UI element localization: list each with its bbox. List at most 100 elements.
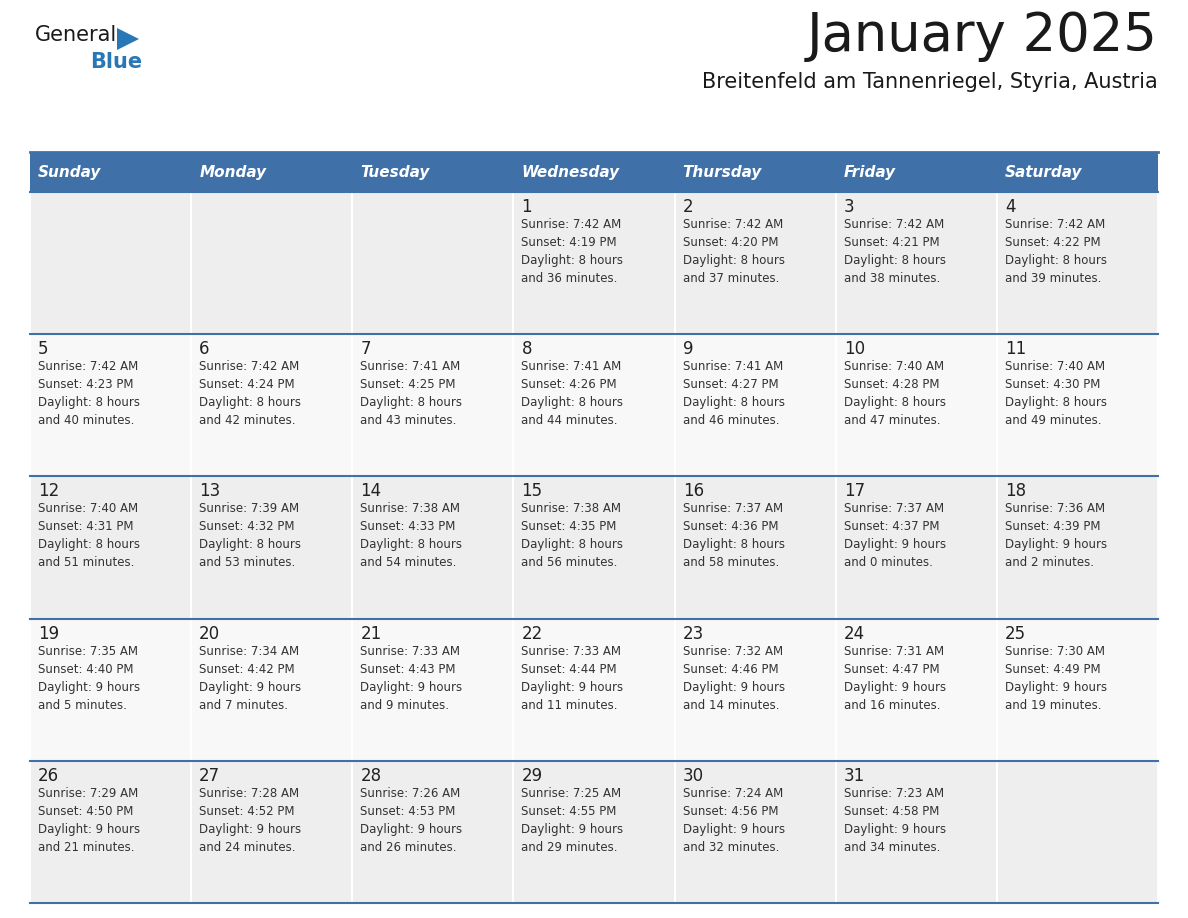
Bar	[835, 476, 997, 619]
Text: Sunrise: 7:29 AM
Sunset: 4:50 PM
Daylight: 9 hours
and 21 minutes.: Sunrise: 7:29 AM Sunset: 4:50 PM Dayligh…	[38, 787, 140, 854]
Text: Sunrise: 7:40 AM
Sunset: 4:31 PM
Daylight: 8 hours
and 51 minutes.: Sunrise: 7:40 AM Sunset: 4:31 PM Dayligh…	[38, 502, 140, 569]
Text: 8: 8	[522, 341, 532, 358]
Bar	[30, 152, 191, 192]
Text: Sunrise: 7:38 AM
Sunset: 4:35 PM
Daylight: 8 hours
and 56 minutes.: Sunrise: 7:38 AM Sunset: 4:35 PM Dayligh…	[522, 502, 624, 569]
Text: 16: 16	[683, 482, 703, 500]
Bar	[997, 334, 1158, 476]
Text: 4: 4	[1005, 198, 1016, 216]
Bar	[835, 152, 997, 192]
Bar	[997, 476, 1158, 619]
Bar	[997, 619, 1158, 761]
Bar	[675, 334, 835, 476]
Text: Sunrise: 7:24 AM
Sunset: 4:56 PM
Daylight: 9 hours
and 32 minutes.: Sunrise: 7:24 AM Sunset: 4:56 PM Dayligh…	[683, 787, 785, 854]
Bar	[30, 476, 191, 619]
Text: 3: 3	[843, 198, 854, 216]
Text: Sunrise: 7:35 AM
Sunset: 4:40 PM
Daylight: 9 hours
and 5 minutes.: Sunrise: 7:35 AM Sunset: 4:40 PM Dayligh…	[38, 644, 140, 711]
Text: Sunrise: 7:28 AM
Sunset: 4:52 PM
Daylight: 9 hours
and 24 minutes.: Sunrise: 7:28 AM Sunset: 4:52 PM Dayligh…	[200, 787, 302, 854]
Polygon shape	[116, 28, 139, 50]
Text: Sunrise: 7:25 AM
Sunset: 4:55 PM
Daylight: 9 hours
and 29 minutes.: Sunrise: 7:25 AM Sunset: 4:55 PM Dayligh…	[522, 787, 624, 854]
Text: 23: 23	[683, 624, 703, 643]
Text: 12: 12	[38, 482, 59, 500]
Text: Sunrise: 7:39 AM
Sunset: 4:32 PM
Daylight: 8 hours
and 53 minutes.: Sunrise: 7:39 AM Sunset: 4:32 PM Dayligh…	[200, 502, 302, 569]
Bar	[353, 761, 513, 903]
Text: Sunrise: 7:42 AM
Sunset: 4:22 PM
Daylight: 8 hours
and 39 minutes.: Sunrise: 7:42 AM Sunset: 4:22 PM Dayligh…	[1005, 218, 1107, 285]
Text: 18: 18	[1005, 482, 1026, 500]
Bar	[191, 761, 353, 903]
Text: Tuesday: Tuesday	[360, 164, 430, 180]
Text: 9: 9	[683, 341, 693, 358]
Text: 29: 29	[522, 767, 543, 785]
Bar	[30, 334, 191, 476]
Bar	[30, 192, 191, 334]
Text: 24: 24	[843, 624, 865, 643]
Text: Sunrise: 7:34 AM
Sunset: 4:42 PM
Daylight: 9 hours
and 7 minutes.: Sunrise: 7:34 AM Sunset: 4:42 PM Dayligh…	[200, 644, 302, 711]
Text: Sunrise: 7:42 AM
Sunset: 4:23 PM
Daylight: 8 hours
and 40 minutes.: Sunrise: 7:42 AM Sunset: 4:23 PM Dayligh…	[38, 360, 140, 427]
Bar	[191, 152, 353, 192]
Bar	[513, 476, 675, 619]
Text: 11: 11	[1005, 341, 1026, 358]
Text: Sunrise: 7:42 AM
Sunset: 4:19 PM
Daylight: 8 hours
and 36 minutes.: Sunrise: 7:42 AM Sunset: 4:19 PM Dayligh…	[522, 218, 624, 285]
Bar	[675, 761, 835, 903]
Text: Sunrise: 7:37 AM
Sunset: 4:36 PM
Daylight: 8 hours
and 58 minutes.: Sunrise: 7:37 AM Sunset: 4:36 PM Dayligh…	[683, 502, 784, 569]
Text: 6: 6	[200, 341, 210, 358]
Text: 15: 15	[522, 482, 543, 500]
Text: Wednesday: Wednesday	[522, 164, 620, 180]
Bar	[675, 476, 835, 619]
Text: Sunrise: 7:30 AM
Sunset: 4:49 PM
Daylight: 9 hours
and 19 minutes.: Sunrise: 7:30 AM Sunset: 4:49 PM Dayligh…	[1005, 644, 1107, 711]
Text: 30: 30	[683, 767, 703, 785]
Text: Sunrise: 7:31 AM
Sunset: 4:47 PM
Daylight: 9 hours
and 16 minutes.: Sunrise: 7:31 AM Sunset: 4:47 PM Dayligh…	[843, 644, 946, 711]
Text: 17: 17	[843, 482, 865, 500]
Bar	[30, 761, 191, 903]
Text: Sunrise: 7:41 AM
Sunset: 4:26 PM
Daylight: 8 hours
and 44 minutes.: Sunrise: 7:41 AM Sunset: 4:26 PM Dayligh…	[522, 360, 624, 427]
Bar	[191, 619, 353, 761]
Text: 2: 2	[683, 198, 694, 216]
Bar	[675, 152, 835, 192]
Text: Sunrise: 7:36 AM
Sunset: 4:39 PM
Daylight: 9 hours
and 2 minutes.: Sunrise: 7:36 AM Sunset: 4:39 PM Dayligh…	[1005, 502, 1107, 569]
Text: Sunrise: 7:23 AM
Sunset: 4:58 PM
Daylight: 9 hours
and 34 minutes.: Sunrise: 7:23 AM Sunset: 4:58 PM Dayligh…	[843, 787, 946, 854]
Bar	[675, 619, 835, 761]
Text: 14: 14	[360, 482, 381, 500]
Bar	[513, 761, 675, 903]
Text: Sunrise: 7:42 AM
Sunset: 4:24 PM
Daylight: 8 hours
and 42 minutes.: Sunrise: 7:42 AM Sunset: 4:24 PM Dayligh…	[200, 360, 302, 427]
Bar	[513, 619, 675, 761]
Text: 13: 13	[200, 482, 221, 500]
Text: Sunrise: 7:42 AM
Sunset: 4:21 PM
Daylight: 8 hours
and 38 minutes.: Sunrise: 7:42 AM Sunset: 4:21 PM Dayligh…	[843, 218, 946, 285]
Bar	[835, 192, 997, 334]
Text: Sunrise: 7:37 AM
Sunset: 4:37 PM
Daylight: 9 hours
and 0 minutes.: Sunrise: 7:37 AM Sunset: 4:37 PM Dayligh…	[843, 502, 946, 569]
Text: 19: 19	[38, 624, 59, 643]
Text: Sunrise: 7:38 AM
Sunset: 4:33 PM
Daylight: 8 hours
and 54 minutes.: Sunrise: 7:38 AM Sunset: 4:33 PM Dayligh…	[360, 502, 462, 569]
Bar	[997, 192, 1158, 334]
Bar	[353, 334, 513, 476]
Text: 27: 27	[200, 767, 220, 785]
Bar	[30, 619, 191, 761]
Text: Friday: Friday	[843, 164, 896, 180]
Text: Sunrise: 7:41 AM
Sunset: 4:25 PM
Daylight: 8 hours
and 43 minutes.: Sunrise: 7:41 AM Sunset: 4:25 PM Dayligh…	[360, 360, 462, 427]
Bar	[835, 761, 997, 903]
Text: January 2025: January 2025	[807, 10, 1158, 62]
Bar	[191, 334, 353, 476]
Bar	[353, 619, 513, 761]
Bar	[353, 476, 513, 619]
Text: Blue: Blue	[90, 52, 143, 72]
Bar	[513, 192, 675, 334]
Text: Sunrise: 7:33 AM
Sunset: 4:43 PM
Daylight: 9 hours
and 9 minutes.: Sunrise: 7:33 AM Sunset: 4:43 PM Dayligh…	[360, 644, 462, 711]
Text: Monday: Monday	[200, 164, 266, 180]
Text: 28: 28	[360, 767, 381, 785]
Text: Sunrise: 7:33 AM
Sunset: 4:44 PM
Daylight: 9 hours
and 11 minutes.: Sunrise: 7:33 AM Sunset: 4:44 PM Dayligh…	[522, 644, 624, 711]
Bar	[513, 334, 675, 476]
Text: Thursday: Thursday	[683, 164, 762, 180]
Text: Sunday: Sunday	[38, 164, 101, 180]
Text: 31: 31	[843, 767, 865, 785]
Text: Sunrise: 7:26 AM
Sunset: 4:53 PM
Daylight: 9 hours
and 26 minutes.: Sunrise: 7:26 AM Sunset: 4:53 PM Dayligh…	[360, 787, 462, 854]
Text: Sunrise: 7:32 AM
Sunset: 4:46 PM
Daylight: 9 hours
and 14 minutes.: Sunrise: 7:32 AM Sunset: 4:46 PM Dayligh…	[683, 644, 785, 711]
Bar	[191, 476, 353, 619]
Bar	[997, 152, 1158, 192]
Text: 26: 26	[38, 767, 59, 785]
Text: 20: 20	[200, 624, 220, 643]
Bar	[353, 152, 513, 192]
Text: 22: 22	[522, 624, 543, 643]
Bar	[835, 334, 997, 476]
Text: Sunrise: 7:40 AM
Sunset: 4:28 PM
Daylight: 8 hours
and 47 minutes.: Sunrise: 7:40 AM Sunset: 4:28 PM Dayligh…	[843, 360, 946, 427]
Bar	[835, 619, 997, 761]
Text: 25: 25	[1005, 624, 1026, 643]
